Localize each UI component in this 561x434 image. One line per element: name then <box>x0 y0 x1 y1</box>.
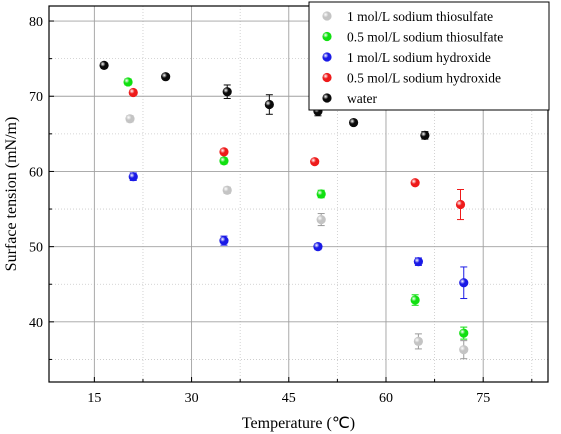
legend-marker-2 <box>322 31 332 42</box>
data-point-1 <box>459 345 469 355</box>
axis-ticks <box>49 20 533 382</box>
data-point-2 <box>410 295 420 305</box>
data-point-4 <box>410 178 420 188</box>
data-point-2 <box>123 77 133 87</box>
data-point-1 <box>316 214 326 225</box>
x-tick-label: 15 <box>87 391 101 406</box>
y-tick-label: 70 <box>29 90 43 105</box>
data-point-4 <box>455 199 466 210</box>
data-point-5 <box>222 87 232 97</box>
x-tick-label: 75 <box>476 391 490 406</box>
legend-marker-4 <box>322 72 332 83</box>
data-point-2 <box>316 189 326 199</box>
legend-marker-5 <box>322 93 332 103</box>
legend-label: water <box>347 91 377 106</box>
x-tick-label: 45 <box>282 391 296 406</box>
x-axis-title: Temperature (℃) <box>242 415 355 432</box>
data-point-1 <box>222 185 232 195</box>
y-tick-label: 40 <box>29 316 43 331</box>
x-tick-label: 30 <box>185 391 199 406</box>
data-point-5 <box>99 60 109 71</box>
data-point-2 <box>219 156 229 166</box>
y-tick-label: 80 <box>29 15 43 30</box>
x-tick-label: 60 <box>379 391 393 406</box>
data-point-5 <box>420 130 430 140</box>
data-point-1 <box>413 336 423 346</box>
data-point-3 <box>313 242 323 252</box>
legend-marker-1 <box>322 11 332 21</box>
data-point-2 <box>459 328 469 338</box>
data-point-4 <box>219 147 229 157</box>
x-tick-labels: 15 30 45 60 75 <box>87 391 490 406</box>
data-point-1 <box>125 114 135 124</box>
y-tick-label: 60 <box>29 165 43 180</box>
legend: 1 mol/L sodium thiosulfate 0.5 mol/L sodi… <box>308 1 550 111</box>
legend-label: 1 mol/L sodium hydroxide <box>347 50 491 65</box>
y-axis-title: Surface tension (mN/m) <box>3 117 20 272</box>
data-point-3 <box>459 278 469 288</box>
legend-box <box>308 1 550 111</box>
y-tick-labels: 40 50 60 70 80 <box>29 15 43 331</box>
plot-frame <box>48 5 549 383</box>
data-point-4 <box>128 87 138 98</box>
data-points <box>99 60 469 355</box>
data-point-3 <box>219 236 229 246</box>
data-point-3 <box>413 257 423 267</box>
legend-label: 0.5 mol/L sodium thiosulfate <box>347 30 503 45</box>
data-point-5 <box>264 99 274 110</box>
data-point-4 <box>310 157 320 167</box>
minor-grid <box>49 6 548 382</box>
y-tick-label: 50 <box>29 241 43 256</box>
legend-label: 1 mol/L sodium thiosulfate <box>347 9 493 24</box>
data-point-5 <box>348 117 359 128</box>
data-point-3 <box>128 172 138 182</box>
legend-marker-3 <box>322 52 332 62</box>
data-point-5 <box>161 72 171 82</box>
legend-label: 0.5 mol/L sodium hydroxide <box>347 71 501 86</box>
